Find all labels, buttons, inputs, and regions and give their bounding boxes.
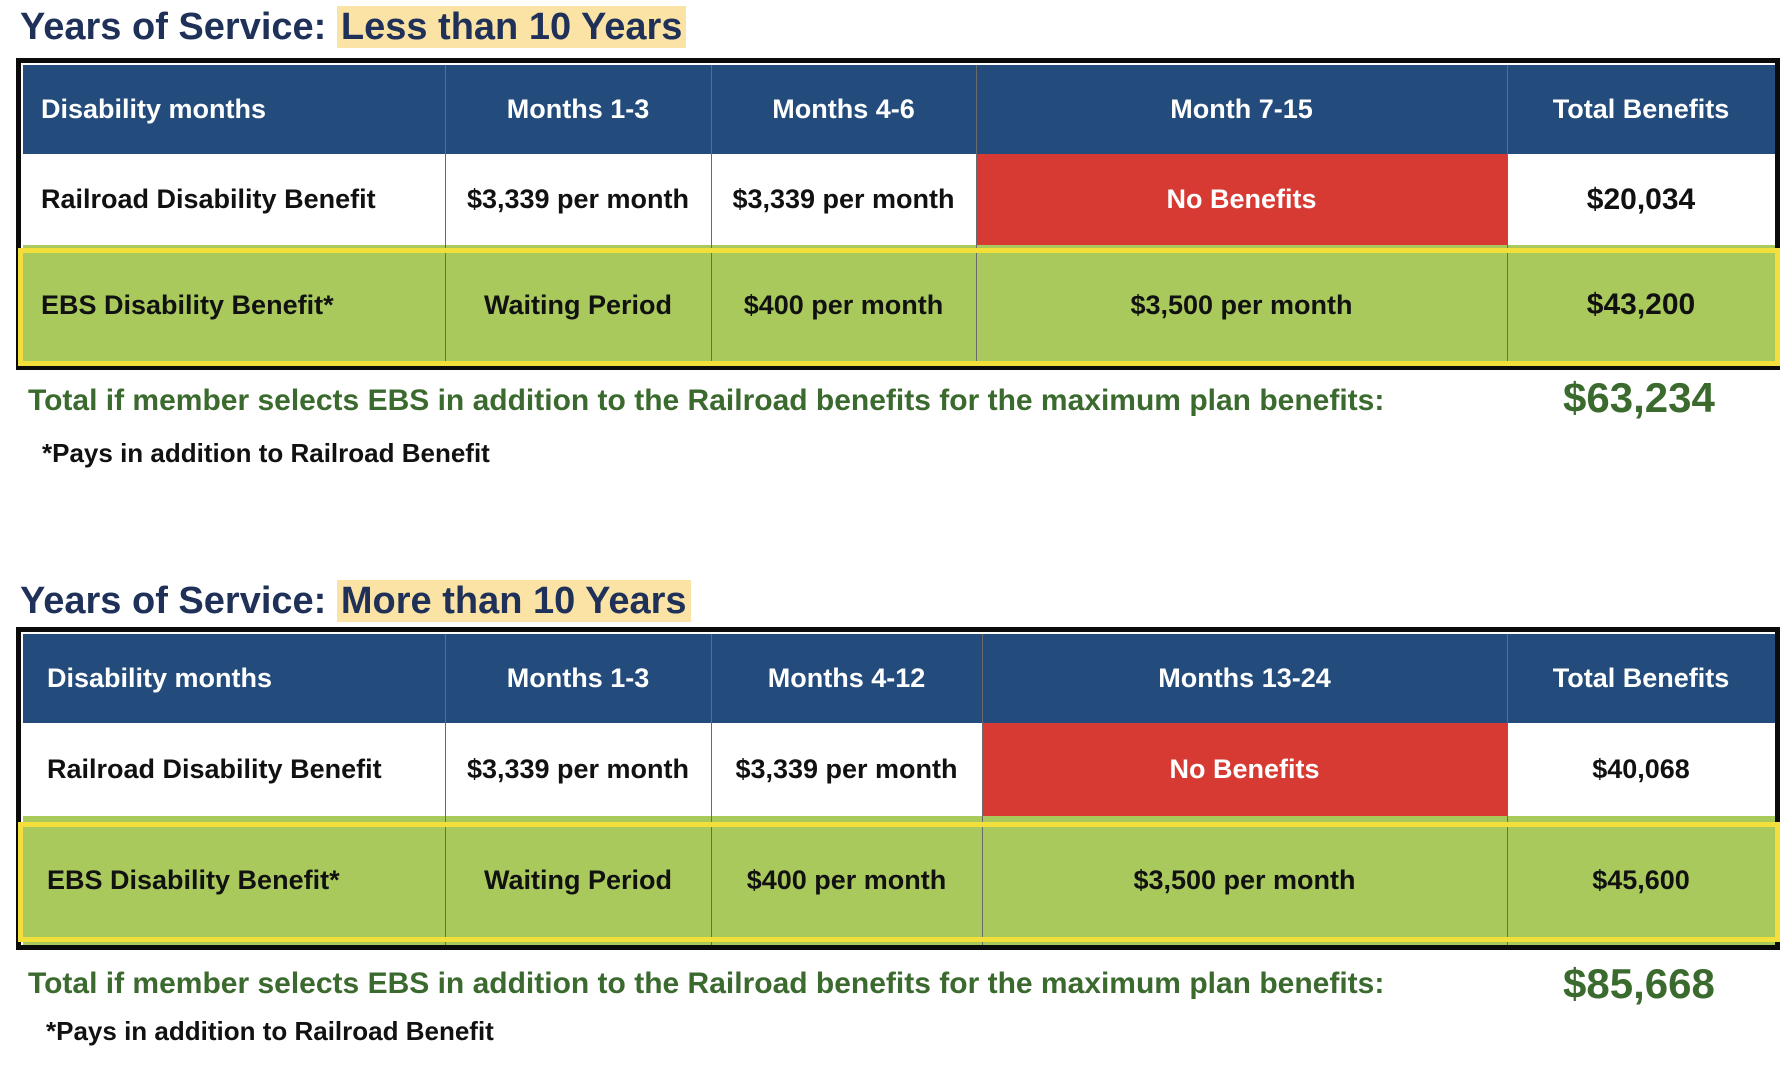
- ebs-months-1-3: Waiting Period: [445, 245, 711, 365]
- footnote: *Pays in addition to Railroad Benefit: [46, 1016, 494, 1046]
- railroad-no-benefits: No Benefits: [976, 154, 1507, 245]
- header-total-benefits: Total Benefits: [1507, 65, 1775, 154]
- header-month-7-15: Month 7-15: [976, 65, 1507, 154]
- railroad-row-label: Railroad Disability Benefit: [23, 723, 445, 816]
- section-heading: Years of Service: More than 10 Years: [20, 580, 691, 623]
- ebs-row-label: EBS Disability Benefit*: [23, 245, 445, 365]
- total-statement: Total if member selects EBS in addition …: [28, 384, 1385, 417]
- column-divider: [1507, 634, 1508, 945]
- railroad-months-4-12: $3,339 per month: [711, 723, 982, 816]
- heading-highlight: Less than 10 Years: [336, 6, 687, 48]
- header-disability-months: Disability months: [23, 634, 445, 723]
- railroad-row-label: Railroad Disability Benefit: [23, 154, 445, 245]
- header-months-4-12: Months 4-12: [711, 634, 982, 723]
- railroad-months-4-6: $3,339 per month: [711, 154, 976, 245]
- railroad-months-1-3: $3,339 per month: [445, 154, 711, 245]
- railroad-total: $20,034: [1507, 154, 1775, 245]
- column-divider: [976, 65, 977, 365]
- header-months-1-3: Months 1-3: [445, 634, 711, 723]
- ebs-months-4-12: $400 per month: [711, 816, 982, 945]
- header-total-benefits: Total Benefits: [1507, 634, 1775, 723]
- ebs-total: $45,600: [1507, 816, 1775, 945]
- ebs-months-4-6: $400 per month: [711, 245, 976, 365]
- header-disability-months: Disability months: [23, 65, 445, 154]
- footnote: *Pays in addition to Railroad Benefit: [42, 438, 490, 468]
- ebs-months-1-3: Waiting Period: [445, 816, 711, 945]
- header-months-1-3: Months 1-3: [445, 65, 711, 154]
- column-divider: [982, 634, 983, 945]
- column-divider: [711, 634, 712, 945]
- ebs-total: $43,200: [1507, 245, 1775, 365]
- section-heading: Years of Service: Less than 10 Years: [20, 6, 687, 49]
- header-months-4-6: Months 4-6: [711, 65, 976, 154]
- railroad-months-1-3: $3,339 per month: [445, 723, 711, 816]
- total-amount: $85,668: [1563, 960, 1715, 1007]
- column-divider: [445, 634, 446, 945]
- heading-prefix: Years of Service:: [20, 6, 327, 48]
- column-divider: [1507, 65, 1508, 365]
- ebs-months-13-24: $3,500 per month: [982, 816, 1507, 945]
- column-divider: [711, 65, 712, 365]
- railroad-total: $40,068: [1507, 723, 1775, 816]
- total-amount: $63,234: [1563, 374, 1715, 421]
- total-statement: Total if member selects EBS in addition …: [28, 967, 1385, 1000]
- benefits-table: Disability months Months 1-3 Months 4-6 …: [16, 58, 1780, 370]
- ebs-month-7-15: $3,500 per month: [976, 245, 1507, 365]
- railroad-no-benefits: No Benefits: [982, 723, 1507, 816]
- column-divider: [445, 65, 446, 365]
- ebs-row-label: EBS Disability Benefit*: [23, 816, 445, 945]
- benefits-table: Disability months Months 1-3 Months 4-12…: [16, 627, 1780, 950]
- header-months-13-24: Months 13-24: [982, 634, 1507, 723]
- heading-prefix: Years of Service:: [20, 580, 327, 622]
- heading-highlight: More than 10 Years: [336, 580, 691, 622]
